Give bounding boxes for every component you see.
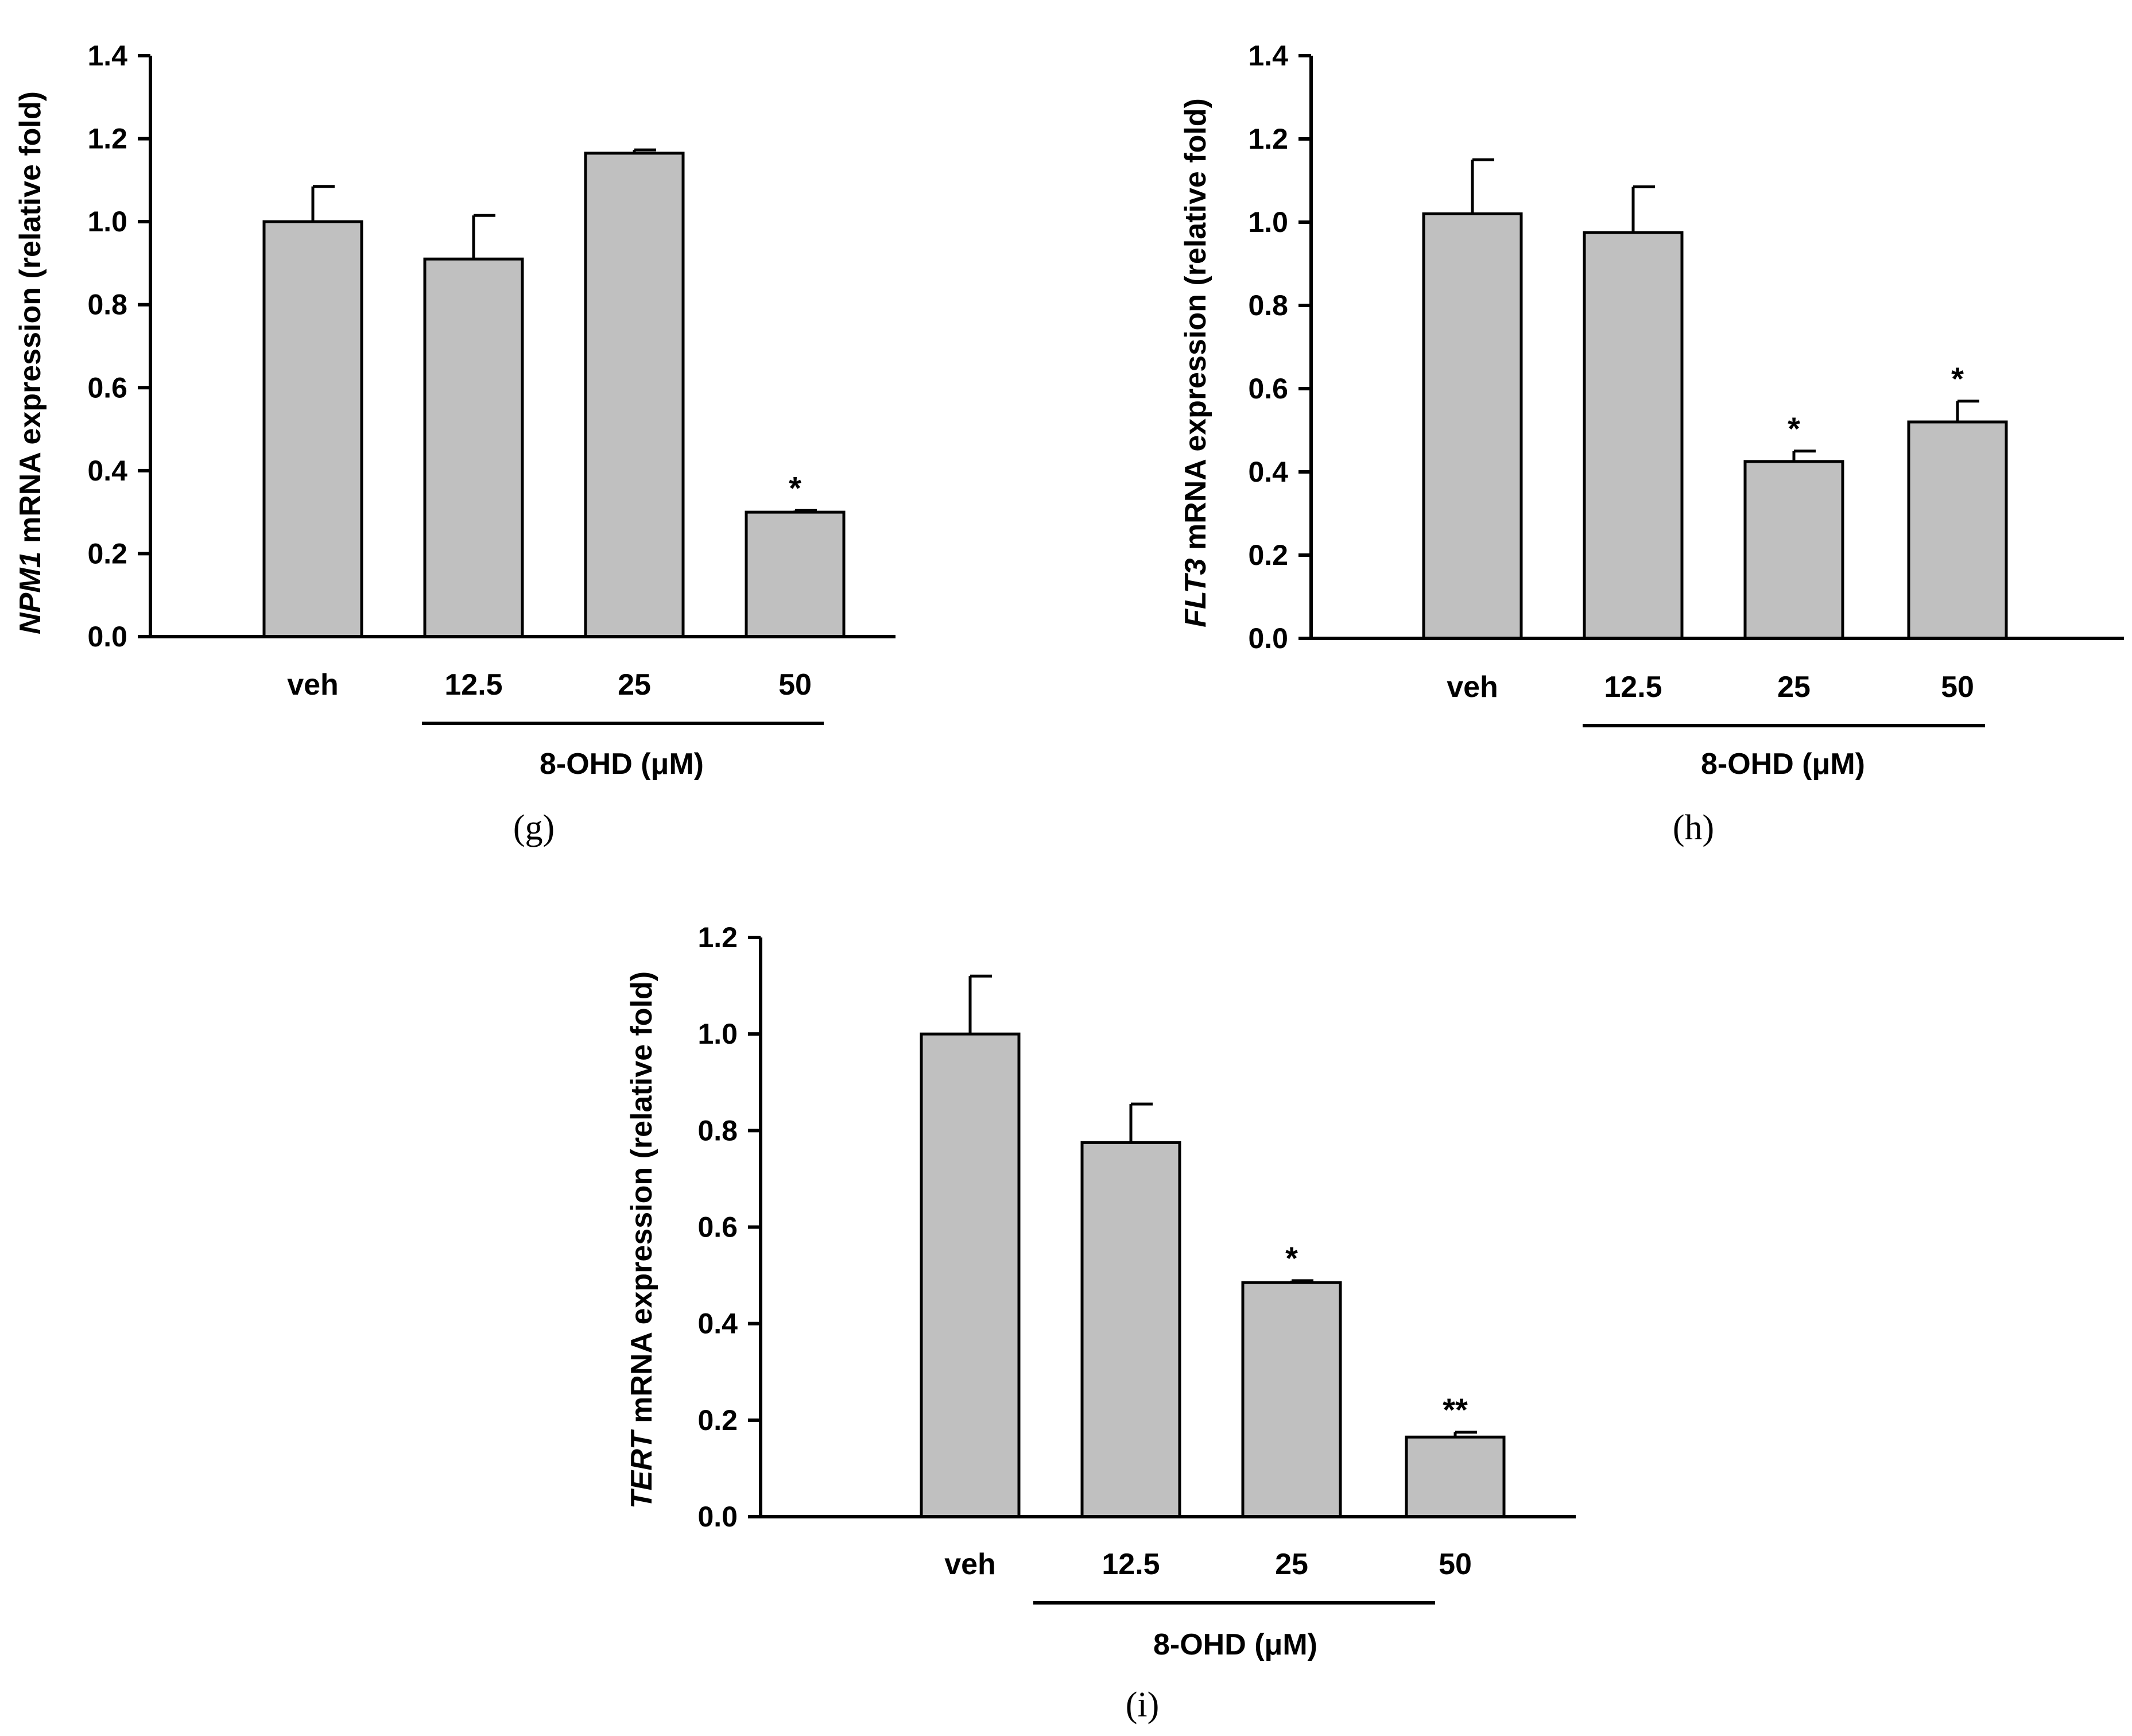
panel-i-bar-50	[1405, 1435, 1506, 1518]
panel-i-category-label: 12.5	[1102, 1548, 1160, 1581]
panel-g-category-label: 12.5	[444, 668, 502, 702]
panel-h-ytick-label: 0.6	[1248, 373, 1288, 405]
panel-h-ytick-label: 0.0	[1248, 622, 1288, 654]
panel-i-category-label: 25	[1275, 1548, 1308, 1581]
panel-h-ytick-label: 0.4	[1248, 456, 1288, 488]
panel-h-significance: *	[1951, 361, 1964, 397]
panel-i-bar-veh	[920, 1032, 1021, 1518]
panel-h-significance: *	[1788, 410, 1800, 447]
panel-i-ytick-label: 0.4	[697, 1308, 738, 1340]
panel-g-category-label: 50	[778, 668, 812, 702]
panel-i-bar-25	[1241, 1281, 1342, 1518]
panel-g-plot: 0.0 0.2 0.4 0.6 0.8 1.0 1.2 1.4 veh 12.5 25 * 50	[87, 40, 896, 725]
panel-g-ytick-label: 0.2	[87, 537, 127, 569]
panel-g-ytick-label: 0.8	[87, 289, 127, 321]
panel-h-group-label: 8-OHD (μM)	[1701, 747, 1865, 781]
panel-h-ytick-label: 1.2	[1248, 123, 1288, 155]
panel-g-ylabel: NPM1 mRNA expression (relative fold)	[14, 91, 47, 634]
panel-h-ytick-label: 1.4	[1248, 40, 1288, 72]
panel-g-ytick-label: 0.4	[87, 455, 127, 487]
panel-g-category-label: veh	[287, 668, 339, 702]
panel-h-bar-50	[1907, 420, 2008, 640]
panel-i-category-label: veh	[944, 1548, 996, 1581]
panel-h-bar-veh	[1422, 212, 1523, 640]
panel-g-label: (g)	[513, 808, 555, 847]
panel-i-ytick-label: 1.2	[697, 921, 738, 954]
panel-i-ytick-label: 1.0	[697, 1018, 738, 1050]
panel-h-category-label: 12.5	[1604, 671, 1662, 704]
panel-h-ytick-label: 0.2	[1248, 539, 1288, 571]
panel-i-label: (i)	[1126, 1685, 1160, 1725]
panel-i-ylabel: TERT mRNA expression (relative fold)	[625, 971, 658, 1509]
panel-i-ytick-label: 0.2	[697, 1404, 738, 1436]
panel-h-category-label: veh	[1447, 671, 1498, 704]
panel-h-plot: 0.0 0.2 0.4 0.6 0.8 1.0 1.2 1.4 veh 12.5 * 25 * 50	[1248, 40, 2124, 727]
panel-h-ylabel: FLT3 mRNA expression (relative fold)	[1179, 98, 1212, 627]
panel-h-bar-25	[1743, 460, 1844, 640]
panel-i-group-label: 8-OHD (μM)	[1153, 1628, 1317, 1661]
panel-h: FLT3 mRNA expression (relative fold) 0.0…	[1179, 40, 2124, 847]
panel-g-ytick-label: 1.0	[87, 206, 127, 238]
panel-g-ytick-label: 1.4	[87, 40, 127, 72]
panel-g-bar-25	[584, 152, 685, 638]
panel-i-plot: 0.0 0.2 0.4 0.6 0.8 1.0 1.2 veh 12.5 * 25 ** 50	[697, 921, 1576, 1605]
panel-i-ytick-label: 0.6	[697, 1211, 738, 1243]
panel-g-group-label: 8-OHD (μM)	[540, 747, 704, 781]
panel-g-bar-veh	[262, 220, 363, 638]
panel-h-category-label: 50	[1941, 671, 1974, 704]
panel-i-significance: *	[1285, 1240, 1298, 1276]
panel-g-bar-50	[745, 510, 846, 638]
panel-g: NPM1 mRNA expression (relative fold) 0.0…	[14, 40, 896, 847]
panel-g-ytick-label: 1.2	[87, 123, 127, 155]
panel-h-ytick-label: 0.8	[1248, 289, 1288, 321]
panel-g-ytick-label: 0.6	[87, 371, 127, 404]
panel-g-significance: *	[789, 470, 801, 506]
panel-i-bar-12.5	[1080, 1141, 1181, 1518]
panel-h-ytick-label: 1.0	[1248, 206, 1288, 238]
panel-g-category-label: 25	[618, 668, 651, 702]
panel-i-ytick-label: 0.0	[697, 1501, 738, 1533]
panel-i-category-label: 50	[1439, 1548, 1472, 1581]
panel-g-ytick-label: 0.0	[87, 621, 127, 653]
panel-h-bar-12.5	[1583, 231, 1684, 640]
panel-g-bar-12.5	[423, 257, 524, 638]
panel-i-ytick-label: 0.8	[697, 1114, 738, 1146]
panel-h-category-label: 25	[1777, 671, 1811, 704]
panel-i-significance: **	[1443, 1392, 1468, 1428]
panel-i: TERT mRNA expression (relative fold) 0.0…	[625, 921, 1576, 1725]
panel-h-label: (h)	[1673, 808, 1714, 847]
